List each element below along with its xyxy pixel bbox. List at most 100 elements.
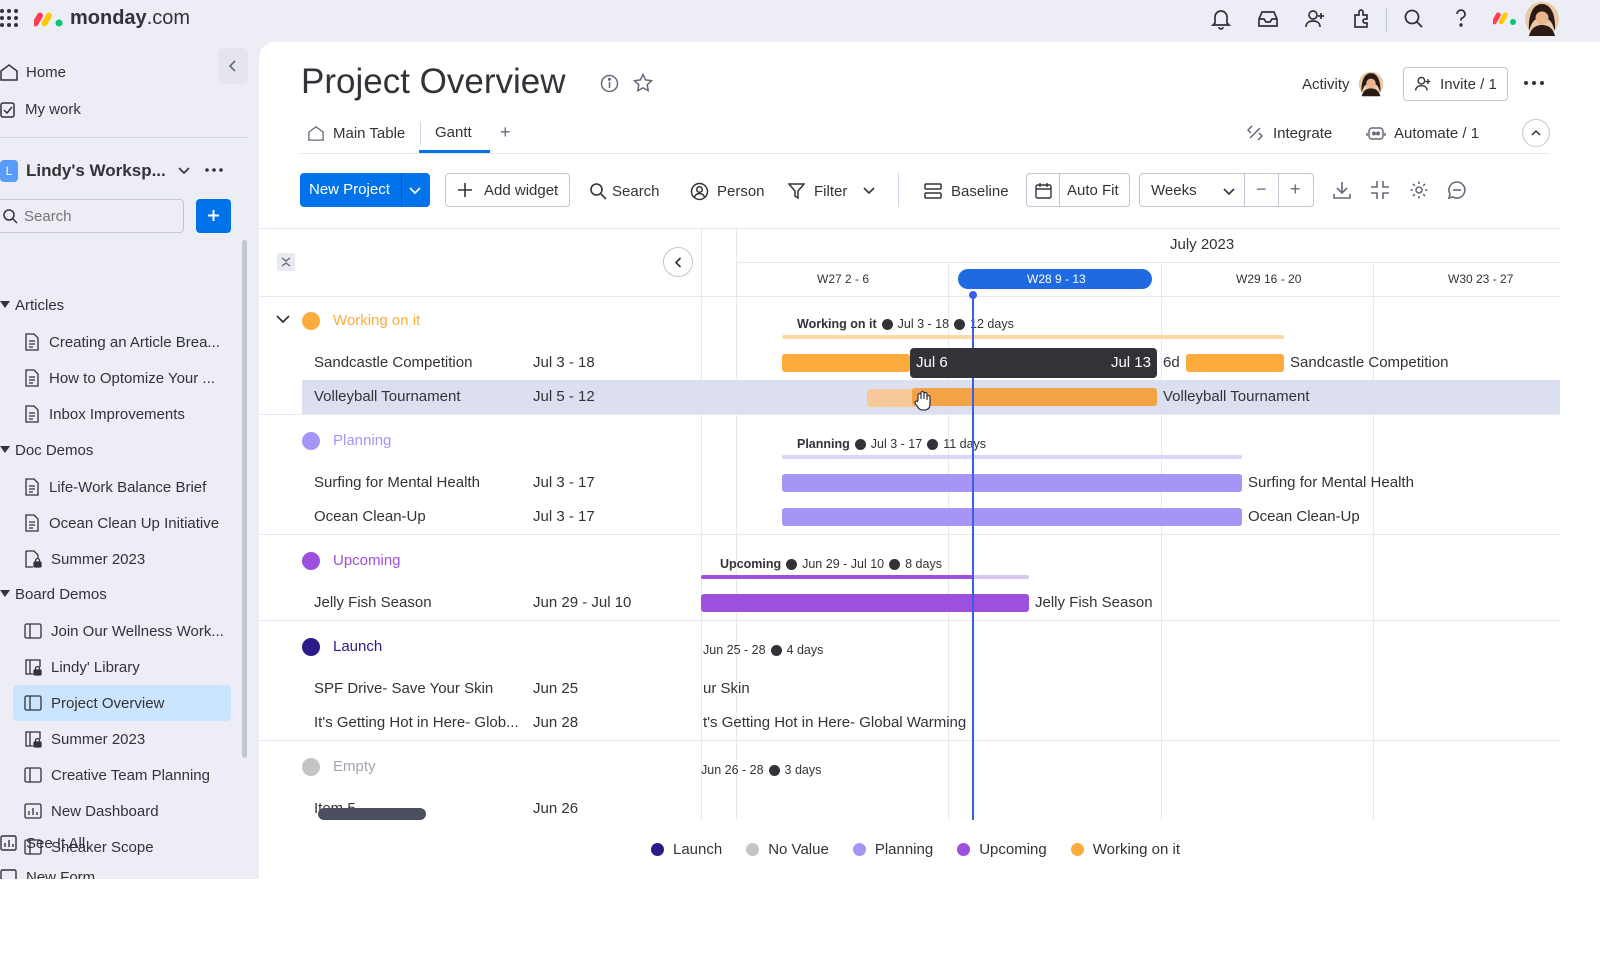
group-color-dot[interactable]: [302, 552, 320, 570]
download-icon[interactable]: [1332, 180, 1352, 200]
sidebar-item[interactable]: How to Optomize Your ...: [13, 360, 231, 396]
sidebar-item[interactable]: Join Our Wellness Work...: [13, 613, 231, 649]
zoom-out-button[interactable]: −: [1244, 173, 1279, 207]
ocean-cleanup-bar[interactable]: [782, 508, 1242, 526]
inbox-icon[interactable]: [1257, 9, 1279, 29]
group-title[interactable]: Launch: [333, 638, 383, 655]
baseline-button[interactable]: Baseline: [924, 180, 1009, 202]
search-icon[interactable]: [1403, 8, 1425, 30]
sidebar-search-field[interactable]: [0, 199, 184, 233]
sidebar-scrollbar[interactable]: [242, 240, 247, 758]
person-filter-button[interactable]: Person: [690, 180, 765, 202]
add-item-button[interactable]: [196, 199, 231, 233]
collapse-table-button[interactable]: [663, 247, 693, 277]
group-color-dot[interactable]: [302, 758, 320, 776]
help-icon[interactable]: [1451, 7, 1471, 29]
activity-button[interactable]: Activity: [1302, 71, 1384, 97]
tab-main-table[interactable]: Main Table: [308, 122, 405, 144]
chevron-down-icon[interactable]: [276, 315, 290, 324]
user-avatar[interactable]: [1524, 1, 1560, 37]
zoom-select[interactable]: Weeks: [1139, 173, 1245, 207]
item-name[interactable]: Jelly Fish Season: [314, 594, 432, 611]
sidebar-item[interactable]: Inbox Improvements: [13, 396, 231, 432]
horizontal-scrollbar[interactable]: [318, 808, 426, 820]
sandcastle-bar-right[interactable]: [1186, 354, 1284, 372]
sidebar-item-home[interactable]: Home: [0, 61, 66, 83]
star-icon[interactable]: [633, 73, 653, 93]
sidebar-item[interactable]: Creating an Article Brea...: [13, 324, 231, 360]
volleyball-bar[interactable]: [912, 388, 1157, 406]
sidebar-search-input[interactable]: [24, 207, 174, 225]
item-name[interactable]: Sandcastle Competition: [314, 354, 473, 371]
surfing-bar[interactable]: [782, 474, 1242, 492]
sidebar-item[interactable]: Lindy' Library: [13, 649, 231, 685]
sidebar-item[interactable]: Creative Team Planning: [13, 757, 231, 793]
item-name[interactable]: Volleyball Tournament: [314, 388, 461, 405]
item-dates[interactable]: Jul 3 - 17: [533, 508, 595, 525]
current-week-pill[interactable]: W28 9 - 13: [958, 269, 1152, 289]
info-icon[interactable]: [600, 74, 619, 93]
workspace-more-icon[interactable]: [205, 168, 223, 172]
sidebar-item-cut[interactable]: New Form: [0, 868, 95, 879]
item-dates[interactable]: Jun 26: [533, 800, 579, 817]
invite-button[interactable]: Invite / 1: [1403, 67, 1508, 101]
add-widget-button[interactable]: Add widget: [445, 173, 570, 207]
sandcastle-bar-left[interactable]: [782, 354, 910, 372]
item-dates[interactable]: Jun 25: [533, 680, 579, 697]
auto-fit-button[interactable]: Auto Fit: [1059, 173, 1130, 207]
app-logo-text[interactable]: monday.com: [70, 7, 190, 30]
sidebar-item[interactable]: Ocean Clean Up Initiative: [13, 505, 231, 541]
group-color-dot[interactable]: [302, 432, 320, 450]
workspace-selector[interactable]: L Lindy's Worksp...: [0, 159, 190, 183]
item-dates[interactable]: Jul 5 - 12: [533, 388, 595, 405]
sidebar-item[interactable]: Summer 2023: [13, 721, 231, 757]
sidebar-item[interactable]: New Dashboard: [13, 793, 231, 829]
sidebar-item[interactable]: Project Overview: [13, 685, 231, 721]
item-name[interactable]: Ocean Clean-Up: [314, 508, 426, 525]
item-dates[interactable]: Jun 28: [533, 714, 579, 731]
sidebar-folder[interactable]: Board Demos: [0, 584, 107, 604]
toolbar-search-button[interactable]: Search: [589, 180, 660, 202]
bell-icon[interactable]: [1211, 8, 1231, 30]
tab-gantt[interactable]: Gantt: [419, 117, 490, 153]
calendar-button[interactable]: [1026, 173, 1060, 207]
comment-icon[interactable]: [1447, 180, 1467, 200]
collapse-all-icon[interactable]: [277, 253, 295, 271]
item-dates[interactable]: Jul 3 - 18: [533, 354, 595, 371]
invite-members-icon[interactable]: [1304, 8, 1326, 30]
sidebar-item[interactable]: Summer 2023: [13, 541, 231, 577]
item-name[interactable]: SPF Drive- Save Your Skin: [314, 680, 494, 697]
sidebar-item-my-work[interactable]: My work: [0, 98, 81, 120]
integrate-button[interactable]: Integrate: [1246, 122, 1332, 144]
group-color-dot[interactable]: [302, 312, 320, 330]
new-project-button[interactable]: New Project: [300, 173, 430, 207]
jelly-fish-bar[interactable]: [701, 594, 1029, 612]
more-options-icon[interactable]: [1524, 81, 1544, 85]
item-name[interactable]: It's Getting Hot in Here- Glob...: [314, 714, 519, 731]
sidebar-folder[interactable]: Doc Demos: [0, 440, 93, 460]
sidebar-folder[interactable]: Articles: [0, 295, 64, 315]
sidebar-item-see-all[interactable]: See It All: [0, 833, 85, 853]
settings-gear-icon[interactable]: [1409, 180, 1429, 200]
group-title[interactable]: Planning: [333, 432, 392, 449]
group-title[interactable]: Working on it: [333, 312, 421, 329]
fullscreen-icon[interactable]: [1370, 180, 1390, 200]
zoom-in-button[interactable]: +: [1278, 173, 1314, 207]
collapse-header-button[interactable]: [1522, 119, 1550, 147]
collapse-sidebar-button[interactable]: [218, 48, 248, 84]
add-view-button[interactable]: +: [500, 122, 511, 142]
group-color-dot[interactable]: [302, 638, 320, 656]
sidebar-item[interactable]: Life-Work Balance Brief: [13, 469, 231, 505]
item-name[interactable]: Surfing for Mental Health: [314, 474, 480, 491]
apps-puzzle-icon[interactable]: [1351, 7, 1373, 29]
automate-button[interactable]: Automate / 1: [1366, 122, 1479, 144]
group-title[interactable]: Upcoming: [333, 552, 401, 569]
monday-switcher-icon[interactable]: [1493, 10, 1517, 26]
sidebar-item[interactable]: Sneaker Scope: [13, 829, 231, 865]
filter-button[interactable]: Filter: [788, 180, 875, 202]
apps-grid-icon[interactable]: [0, 8, 18, 28]
group-title[interactable]: Empty: [333, 758, 376, 775]
item-dates[interactable]: Jun 29 - Jul 10: [533, 594, 632, 611]
item-dates[interactable]: Jul 3 - 17: [533, 474, 595, 491]
chevron-down-icon[interactable]: [409, 187, 421, 195]
